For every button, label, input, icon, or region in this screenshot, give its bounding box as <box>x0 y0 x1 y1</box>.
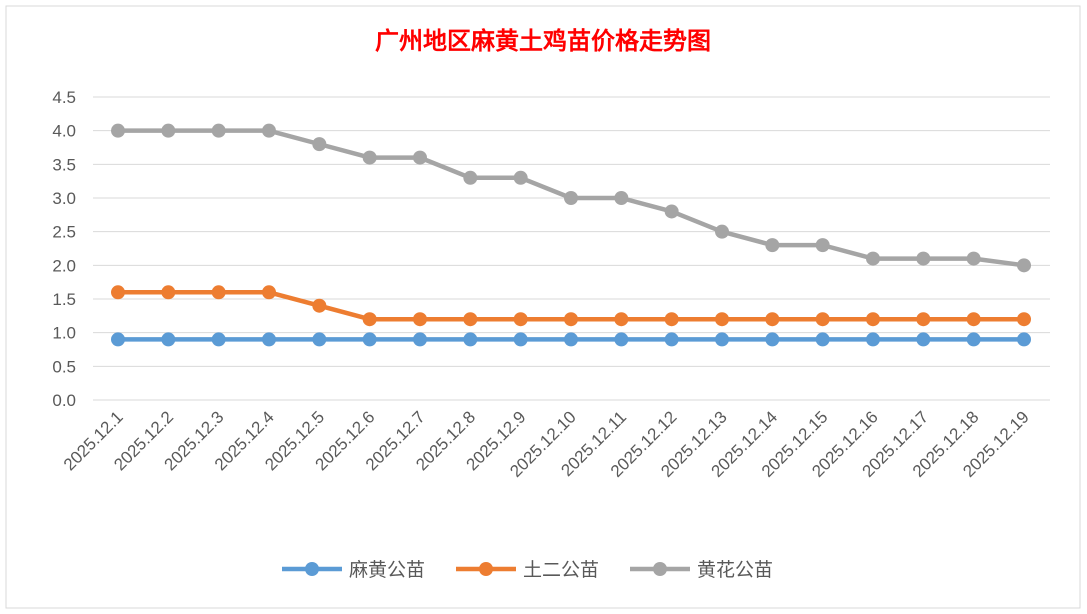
data-point <box>262 123 276 138</box>
data-point <box>312 137 327 152</box>
data-point <box>715 332 729 347</box>
legend-label: 土二公苗 <box>523 559 599 581</box>
data-point <box>362 332 377 347</box>
data-point <box>413 332 427 347</box>
chart-title: 广州地区麻黄土鸡苗价格走势图 <box>375 26 711 55</box>
data-point <box>413 312 427 327</box>
data-point <box>362 312 377 327</box>
data-point <box>513 170 528 185</box>
data-point <box>211 123 226 138</box>
data-point <box>161 332 176 347</box>
y-tick-label: 0.5 <box>52 357 76 376</box>
data-point <box>664 312 679 327</box>
series-土二公苗 <box>111 285 1031 327</box>
legend-marker <box>479 562 493 576</box>
series-黄花公苗 <box>111 123 1031 273</box>
data-point <box>614 332 629 347</box>
data-point <box>664 204 679 219</box>
legend-marker <box>653 562 667 576</box>
data-point <box>312 332 327 347</box>
data-point <box>866 251 880 266</box>
y-tick-label: 3.0 <box>52 189 76 208</box>
data-point <box>463 170 478 185</box>
data-point <box>111 285 125 300</box>
data-point <box>916 332 931 347</box>
data-point <box>463 332 478 347</box>
y-tick-label: 2.5 <box>52 223 76 242</box>
data-point <box>715 224 729 239</box>
data-point <box>564 332 578 347</box>
data-point <box>866 312 880 327</box>
data-point <box>715 312 729 327</box>
data-point <box>312 298 327 313</box>
y-tick-label: 3.5 <box>52 155 76 174</box>
data-point <box>262 332 276 347</box>
legend-label: 黄花公苗 <box>697 559 773 581</box>
y-tick-label: 0.0 <box>52 391 76 410</box>
data-point <box>564 191 578 205</box>
data-point <box>111 123 125 138</box>
data-point <box>916 312 931 327</box>
data-point <box>413 150 427 165</box>
data-point <box>161 285 176 300</box>
data-point <box>614 191 629 205</box>
data-point <box>513 312 528 327</box>
y-tick-label: 1.5 <box>52 290 76 309</box>
data-point <box>1017 332 1031 347</box>
data-point <box>765 312 780 327</box>
data-point <box>262 285 276 300</box>
data-point <box>111 332 125 347</box>
y-tick-label: 2.0 <box>52 256 76 275</box>
data-point <box>815 238 830 253</box>
data-point <box>916 251 931 266</box>
y-tick-label: 4.0 <box>52 122 76 141</box>
data-point <box>1017 258 1031 273</box>
data-point <box>463 312 478 327</box>
data-point <box>211 285 226 300</box>
data-point <box>614 312 629 327</box>
data-point <box>564 312 578 327</box>
chart-border <box>5 5 1081 609</box>
data-point <box>866 332 880 347</box>
y-tick-label: 1.0 <box>52 324 76 343</box>
data-point <box>966 332 981 347</box>
data-point <box>664 332 679 347</box>
data-point <box>161 123 176 138</box>
data-point <box>362 150 377 165</box>
data-point <box>1017 312 1031 327</box>
legend-marker <box>305 562 319 576</box>
data-point <box>966 251 981 266</box>
data-point <box>211 332 226 347</box>
y-tick-label: 4.5 <box>52 88 76 107</box>
series-麻黄公苗 <box>111 332 1031 347</box>
data-point <box>966 312 981 327</box>
data-point <box>815 312 830 327</box>
data-point <box>765 332 780 347</box>
data-point <box>513 332 528 347</box>
data-point <box>815 332 830 347</box>
data-point <box>765 238 780 253</box>
legend-label: 麻黄公苗 <box>349 559 425 581</box>
